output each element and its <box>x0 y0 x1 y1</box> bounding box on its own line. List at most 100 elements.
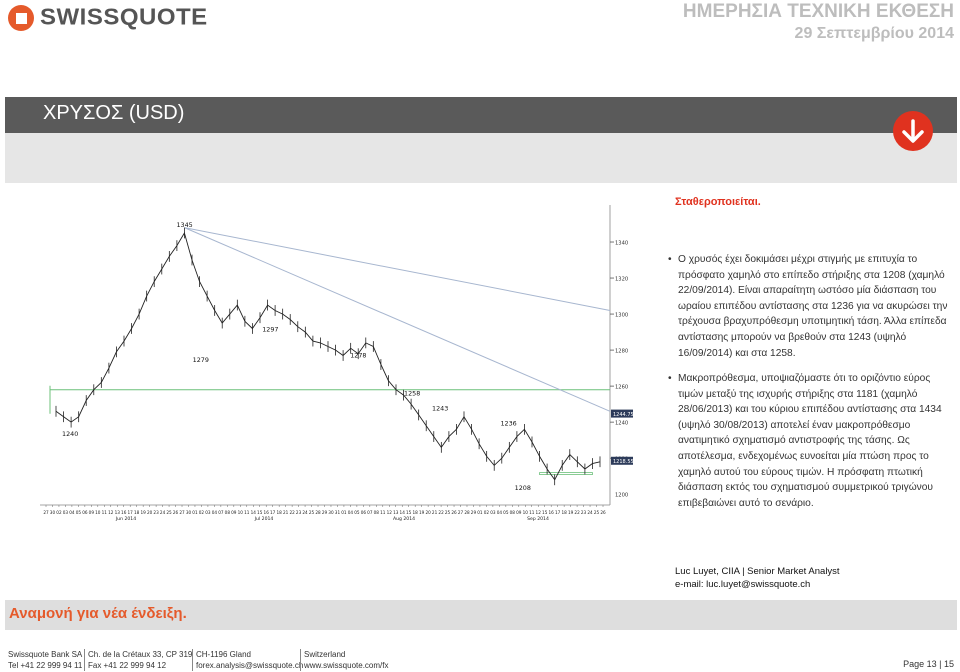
x-tick-label: 03 <box>63 510 69 515</box>
x-tick-label: 22 <box>574 510 580 515</box>
x-tick-label: 23 <box>153 510 159 515</box>
x-month-label: Jun 2014 <box>115 516 136 522</box>
price-tag-label: 1244.75 <box>613 412 634 418</box>
x-month-label: Jul 2014 <box>254 516 274 522</box>
x-tick-label: 17 <box>128 510 134 515</box>
x-tick-label: 16 <box>549 510 555 515</box>
x-tick-label: 12 <box>536 510 542 515</box>
x-tick-label: 29 <box>471 510 477 515</box>
x-tick-label: 20 <box>425 510 431 515</box>
x-tick-label: 12 <box>387 510 393 515</box>
contact-company: Swissquote Bank SA Tel +41 22 999 94 11 <box>8 649 82 671</box>
x-tick-label: 20 <box>147 510 153 515</box>
contact-country: Switzerland www.swissquote.com/fx <box>300 649 388 671</box>
x-tick-label: 13 <box>393 510 399 515</box>
x-tick-label: 26 <box>600 510 606 515</box>
x-tick-label: 15 <box>542 510 548 515</box>
x-tick-label: 19 <box>140 510 146 515</box>
x-tick-label: 18 <box>134 510 140 515</box>
footer-message-bar: Αναμονή για νέα ένδειξη. <box>5 600 957 630</box>
x-tick-label: 21 <box>432 510 438 515</box>
x-tick-label: 26 <box>451 510 457 515</box>
x-month-label: Sep 2014 <box>527 516 549 522</box>
analysis-bullet: • Μακροπρόθεσμα, υποψιαζόμαστε ότι το ορ… <box>668 371 950 511</box>
asset-title: ΧΡΥΣΟΣ (USD) <box>43 102 185 124</box>
x-tick-label: 11 <box>380 510 386 515</box>
analysis-bullet: • Ο χρυσός έχει δοκιμάσει μέχρι στιγμής … <box>668 252 950 361</box>
x-tick-label: 01 <box>477 510 483 515</box>
contact-address: Ch. de la Crétaux 33, CP 319 Fax +41 22 … <box>84 649 192 671</box>
x-tick-label: 11 <box>529 510 535 515</box>
x-tick-label: 04 <box>348 510 354 515</box>
down-arrow-icon <box>893 111 933 151</box>
x-tick-label: 02 <box>56 510 62 515</box>
x-tick-label: 10 <box>95 510 101 515</box>
x-tick-label: 27 <box>179 510 185 515</box>
analyst-email[interactable]: e-mail: luc.luyet@swissquote.ch <box>675 579 811 590</box>
company-tel: Tel +41 22 999 94 11 <box>8 661 83 670</box>
x-tick-label: 30 <box>328 510 334 515</box>
x-tick-label: 09 <box>89 510 95 515</box>
company-fax: Fax +41 22 999 94 12 <box>88 661 167 670</box>
x-tick-label: 05 <box>354 510 360 515</box>
x-tick-label: 10 <box>523 510 529 515</box>
x-tick-label: 02 <box>484 510 490 515</box>
x-tick-label: 17 <box>270 510 276 515</box>
analysis-text-short-term: Ο χρυσός έχει δοκιμάσει μέχρι στιγμής με… <box>678 254 948 359</box>
x-tick-label: 12 <box>108 510 114 515</box>
x-tick-label: 23 <box>581 510 587 515</box>
x-month-label: Aug 2014 <box>393 516 415 522</box>
contact-footer: Swissquote Bank SA Tel +41 22 999 94 11 … <box>0 649 960 671</box>
x-tick-label: 22 <box>289 510 295 515</box>
company-website[interactable]: www.swissquote.com/fx <box>304 661 389 670</box>
price-line <box>55 231 601 481</box>
x-tick-label: 09 <box>516 510 522 515</box>
x-tick-label: 16 <box>264 510 270 515</box>
x-tick-label: 04 <box>69 510 75 515</box>
y-tick-label: 1240 <box>615 421 628 427</box>
x-tick-label: 07 <box>367 510 373 515</box>
x-tick-label: 03 <box>490 510 496 515</box>
x-tick-label: 25 <box>594 510 600 515</box>
bullet-icon: • <box>668 254 672 265</box>
status-subtitle: Σταθεροποιείται. <box>675 196 761 208</box>
x-tick-label: 11 <box>244 510 250 515</box>
x-tick-label: 13 <box>115 510 121 515</box>
support-box <box>539 472 593 475</box>
y-tick-label: 1260 <box>615 385 628 391</box>
report-date: 29 Σεπτεμβρίου 2014 <box>794 25 954 42</box>
y-tick-label: 1300 <box>615 313 628 319</box>
x-tick-label: 17 <box>555 510 561 515</box>
y-tick-label: 1280 <box>615 349 628 355</box>
price-tag-box <box>611 409 633 418</box>
x-tick-label: 22 <box>438 510 444 515</box>
x-tick-label: 04 <box>212 510 218 515</box>
x-tick-label: 28 <box>464 510 470 515</box>
y-tick-label: 1200 <box>615 493 628 499</box>
x-tick-label: 09 <box>231 510 237 515</box>
x-tick-label: 04 <box>497 510 503 515</box>
analyst-signature: Luc Luyet, CIIA | Senior Market Analyst … <box>675 565 840 591</box>
price-tag-box <box>611 456 633 465</box>
x-tick-label: 05 <box>503 510 509 515</box>
brand-name: SWISSQUOTE <box>40 4 208 31</box>
page-number: Page 13 | 15 <box>903 659 954 669</box>
x-tick-label: 01 <box>341 510 347 515</box>
chart-canvas: 1340132013001280126012401220120013451279… <box>40 205 634 522</box>
price-annotation: 1345 <box>176 221 192 229</box>
x-tick-label: 25 <box>309 510 315 515</box>
x-tick-label: 18 <box>561 510 567 515</box>
x-tick-label: 21 <box>283 510 289 515</box>
x-tick-label: 10 <box>238 510 244 515</box>
swissquote-logo: SWISSQUOTE <box>8 4 208 32</box>
x-tick-label: 24 <box>302 510 308 515</box>
company-email[interactable]: forex.analysis@swissquote.ch <box>196 661 304 670</box>
x-tick-label: 24 <box>587 510 593 515</box>
price-annotation: 1208 <box>515 484 531 492</box>
price-annotation: 1258 <box>404 390 420 398</box>
gold-price-chart: 1340132013001280126012401220120013451279… <box>38 205 638 525</box>
analyst-name: Luc Luyet, CIIA | Senior Market Analyst <box>675 566 840 577</box>
price-annotation: 1240 <box>62 430 78 438</box>
x-tick-label: 02 <box>199 510 205 515</box>
price-annotation: 1278 <box>350 352 366 360</box>
